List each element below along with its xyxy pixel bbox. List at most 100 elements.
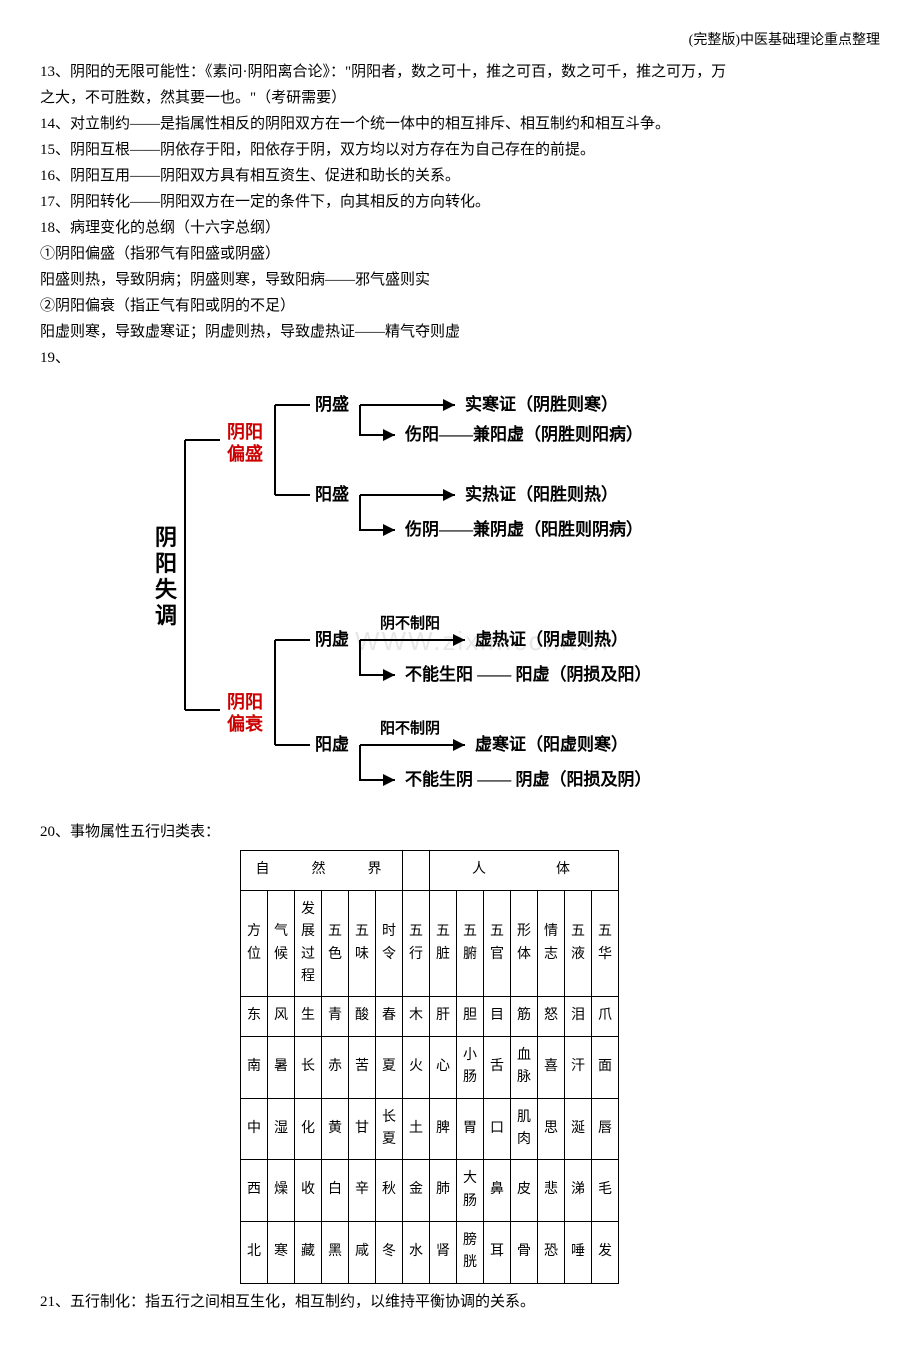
table-cell: 辛 (349, 1160, 376, 1222)
table-header-row: 方位气候发展过程五色五味时令五行五脏五腑五官形体情志五液五华 (241, 890, 619, 997)
line-20: 20、事物属性五行归类表： (40, 820, 880, 844)
table-cell: 赤 (322, 1036, 349, 1098)
table-cell: 燥 (268, 1160, 295, 1222)
table-cell: 心 (430, 1036, 457, 1098)
col-header: 五行 (403, 890, 430, 997)
table-cell: 爪 (592, 997, 619, 1036)
line-16: 16、阴阳互用——阴阳双方具有相互资生、促进和助长的关系。 (40, 164, 880, 188)
table-cell: 肌肉 (511, 1098, 538, 1160)
table-cell: 喜 (538, 1036, 565, 1098)
table-cell: 水 (403, 1222, 430, 1284)
table-cell: 泪 (565, 997, 592, 1036)
table-cell: 小肠 (457, 1036, 484, 1098)
table-cell: 夏 (376, 1036, 403, 1098)
table-cell: 怒 (538, 997, 565, 1036)
table-row: 北寒藏黑咸冬水肾膀胱耳骨恐唾发 (241, 1222, 619, 1284)
table-cell: 中 (241, 1098, 268, 1160)
table-cell: 思 (538, 1098, 565, 1160)
table-row: 中湿化黄甘长夏土脾胃口肌肉思涎唇 (241, 1098, 619, 1160)
table-row: 南暑长赤苦夏火心小肠舌血脉喜汗面 (241, 1036, 619, 1098)
col-header: 气候 (268, 890, 295, 997)
node-xure: 虚热证（阴虚则热） (475, 629, 628, 649)
page-header: (完整版)中医基础理论重点整理 (40, 30, 880, 52)
line-18c: ②阴阳偏衰（指正气有阳或阴的不足） (40, 294, 880, 318)
line-18: 18、病理变化的总纲（十六字总纲） (40, 216, 880, 240)
col-header: 情志 (538, 890, 565, 997)
table-cell: 土 (403, 1098, 430, 1160)
col-header: 五味 (349, 890, 376, 997)
table-cell: 长夏 (376, 1098, 403, 1160)
table-row: 东风生青酸春木肝胆目筋怒泪爪 (241, 997, 619, 1036)
table-cell: 胆 (457, 997, 484, 1036)
table-cell: 涎 (565, 1098, 592, 1160)
label-yangbuzhiyin: 阳不制阴 (380, 719, 440, 737)
table-cell: 寒 (268, 1222, 295, 1284)
table-cell: 面 (592, 1036, 619, 1098)
table-cell: 白 (322, 1160, 349, 1222)
label-yinbuzhiyang: 阴不制阳 (380, 614, 440, 632)
group-mid (403, 851, 430, 890)
table-cell: 肝 (430, 997, 457, 1036)
table-cell: 长 (295, 1036, 322, 1098)
five-elements-table: 自 然 界 人 体 方位气候发展过程五色五味时令五行五脏五腑五官形体情志五液五华… (240, 850, 619, 1283)
table-cell: 大肠 (457, 1160, 484, 1222)
line-15: 15、阴阳互根——阴依存于阳，阳依存于阴，双方均以对方存在为自己存在的前提。 (40, 138, 880, 162)
table-cell: 恐 (538, 1222, 565, 1284)
branch2-label: 阴阳偏衰 (227, 692, 264, 734)
line-13b: 之大，不可胜数，然其要一也。"（考研需要） (40, 86, 880, 110)
branch1-label: 阴阳偏盛 (227, 422, 263, 464)
table-cell: 生 (295, 997, 322, 1036)
node-shire: 实热证（阳胜则热） (465, 484, 618, 504)
table-cell: 唇 (592, 1098, 619, 1160)
col-header: 发展过程 (295, 890, 322, 997)
table-cell: 北 (241, 1222, 268, 1284)
table-cell: 血脉 (511, 1036, 538, 1098)
node-yangsheng: 阳盛 (315, 484, 349, 504)
group-nature: 自 然 界 (241, 851, 403, 890)
table-cell: 胃 (457, 1098, 484, 1160)
col-header: 五色 (322, 890, 349, 997)
table-row: 西燥收白辛秋金肺大肠鼻皮悲涕毛 (241, 1160, 619, 1222)
table-cell: 化 (295, 1098, 322, 1160)
table-cell: 风 (268, 997, 295, 1036)
table-cell: 涕 (565, 1160, 592, 1222)
table-cell: 黄 (322, 1098, 349, 1160)
table-cell: 金 (403, 1160, 430, 1222)
line-18b: 阳盛则热，导致阴病；阴盛则寒，导致阳病——邪气盛则实 (40, 268, 880, 292)
table-cell: 甘 (349, 1098, 376, 1160)
table-cell: 鼻 (484, 1160, 511, 1222)
node-shihan: 实寒证（阴胜则寒） (465, 394, 618, 414)
table-cell: 汗 (565, 1036, 592, 1098)
col-header: 五官 (484, 890, 511, 997)
table-group-header-row: 自 然 界 人 体 (241, 851, 619, 890)
root-label: 阴阳失调 (155, 525, 178, 628)
node-shangyin: 伤阴——兼阴虚（阳胜则阴病） (404, 519, 643, 539)
table-cell: 脾 (430, 1098, 457, 1160)
table-cell: 南 (241, 1036, 268, 1098)
table-cell: 冬 (376, 1222, 403, 1284)
line-17: 17、阴阳转化——阴阳双方在一定的条件下，向其相反的方向转化。 (40, 190, 880, 214)
line-14: 14、对立制约——是指属性相反的阴阳双方在一个统一体中的相互排斥、相互制约和相互… (40, 112, 880, 136)
col-header: 方位 (241, 890, 268, 997)
col-header: 形体 (511, 890, 538, 997)
table-cell: 毛 (592, 1160, 619, 1222)
table-cell: 咸 (349, 1222, 376, 1284)
table-cell: 春 (376, 997, 403, 1036)
table-cell: 苦 (349, 1036, 376, 1098)
col-header: 五腑 (457, 890, 484, 997)
table-cell: 肺 (430, 1160, 457, 1222)
col-header: 五华 (592, 890, 619, 997)
node-yinsheng: 阴盛 (315, 394, 349, 414)
table-cell: 肾 (430, 1222, 457, 1284)
node-bunengshengyin: 不能生阴 —— 阴虚（阳损及阴） (405, 769, 652, 789)
group-body: 人 体 (430, 851, 619, 890)
table-cell: 黑 (322, 1222, 349, 1284)
table-cell: 骨 (511, 1222, 538, 1284)
table-cell: 秋 (376, 1160, 403, 1222)
table-cell: 木 (403, 997, 430, 1036)
table-cell: 火 (403, 1036, 430, 1098)
node-yangxu: 阳虚 (315, 735, 349, 754)
table-cell: 膀胱 (457, 1222, 484, 1284)
table-cell: 东 (241, 997, 268, 1036)
line-19: 19、 (40, 346, 880, 370)
